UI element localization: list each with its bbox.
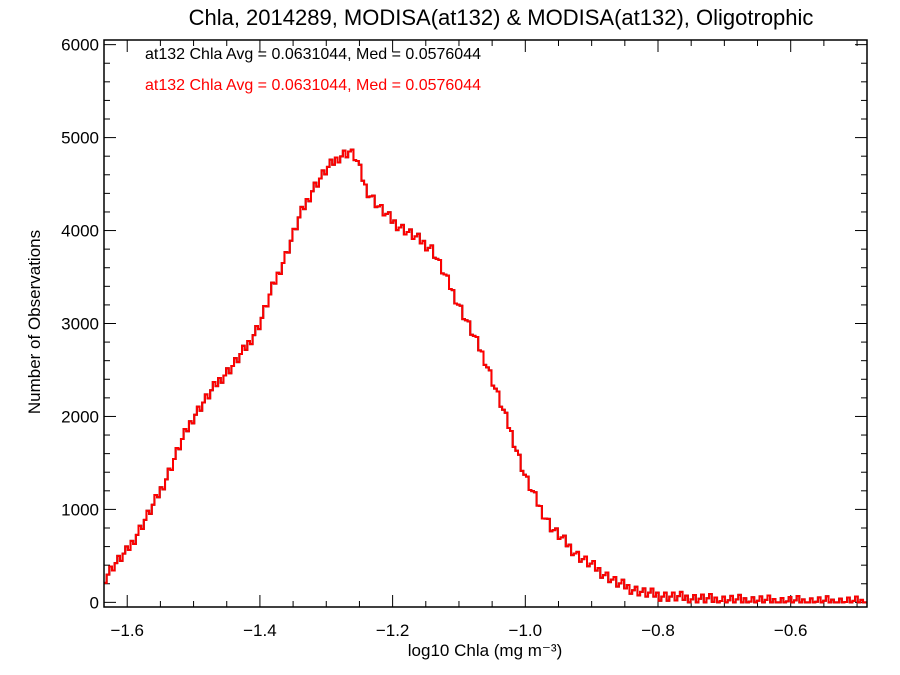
plot-frame xyxy=(103,39,868,608)
x-tick-label: −1.4 xyxy=(243,621,277,640)
y-tick-label: 0 xyxy=(90,593,99,612)
x-tick-label: −1.6 xyxy=(110,621,144,640)
annotation-red: at132 Chla Avg = 0.0631044, Med = 0.0576… xyxy=(145,77,481,94)
series-line-1 xyxy=(104,148,867,604)
y-tick-label: 3000 xyxy=(61,315,99,334)
y-tick-label: 2000 xyxy=(61,407,99,426)
x-axis-label: log10 Chla (mg m⁻³) xyxy=(408,641,562,660)
x-tick-label: −1.0 xyxy=(509,621,543,640)
chart-title: Chla, 2014289, MODISA(at132) & MODISA(at… xyxy=(189,5,814,30)
annotation-black: at132 Chla Avg = 0.0631044, Med = 0.0576… xyxy=(145,46,481,63)
y-tick-label: 4000 xyxy=(61,222,99,241)
x-tick-label: −0.8 xyxy=(641,621,675,640)
y-tick-label: 5000 xyxy=(61,129,99,148)
y-tick-label: 1000 xyxy=(61,500,99,519)
y-tick-label: 6000 xyxy=(61,36,99,55)
y-axis-label: Number of Observations xyxy=(25,230,44,414)
x-tick-label: −0.6 xyxy=(774,621,808,640)
x-tick-label: −1.2 xyxy=(376,621,410,640)
series-line-2 xyxy=(104,148,867,604)
